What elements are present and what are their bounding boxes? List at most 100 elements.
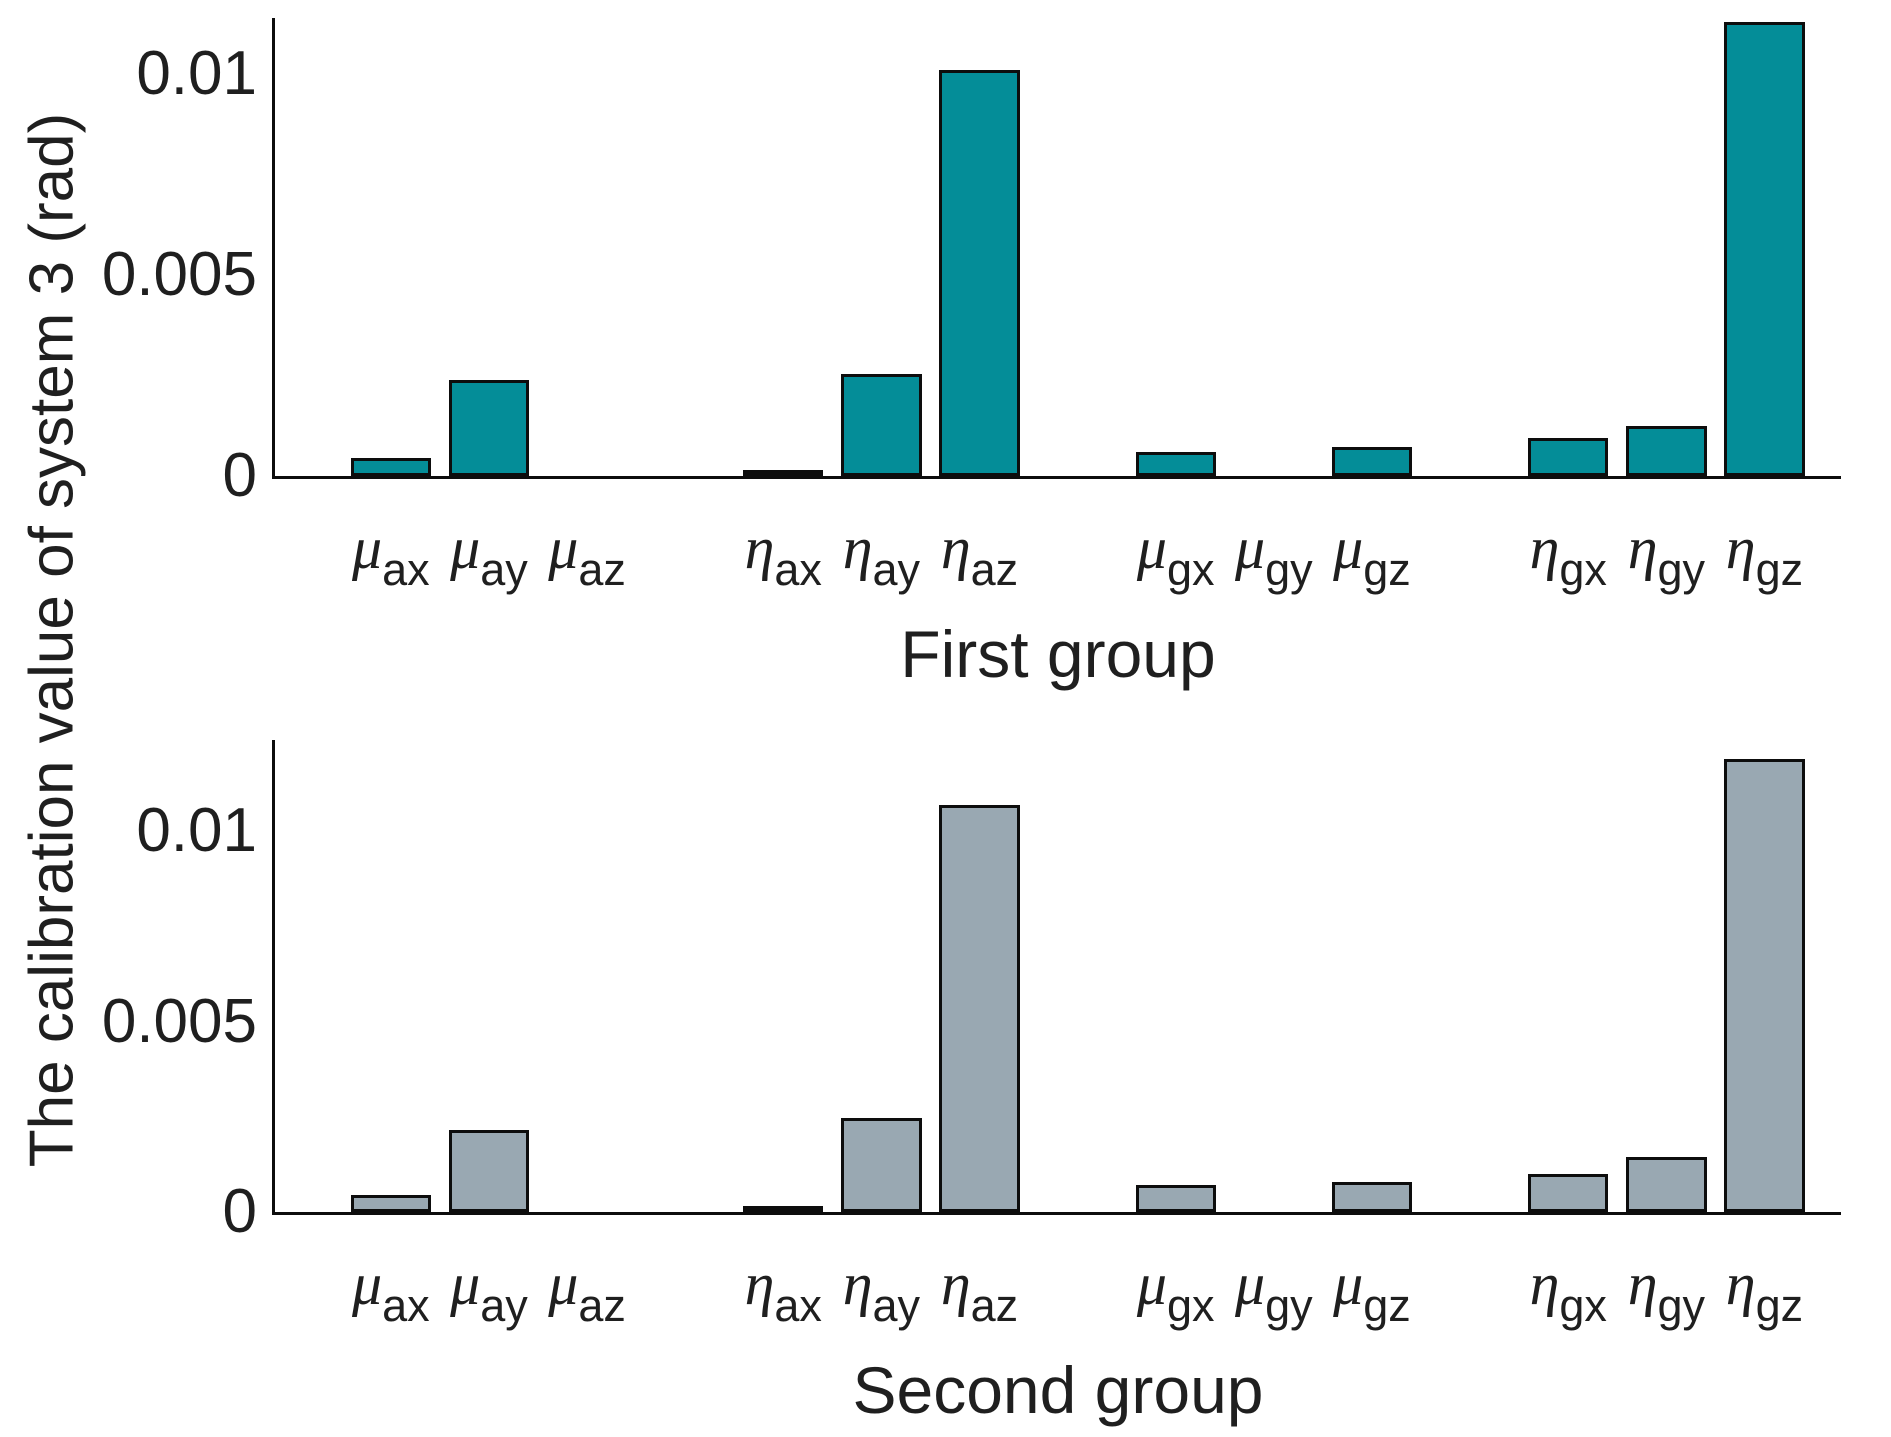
x-tick-label-η_gz: ηgz [1726, 1254, 1803, 1328]
x-tick-label-μ_gy: μgy [1235, 1254, 1313, 1328]
x-tick-label-μ_ay: μay [450, 1254, 528, 1328]
y-tick-label: 0.005 [101, 986, 257, 1056]
first-group-panel: First group 0 0.005 0.01 μax μay μaz ηax ηay ηaz… [102, 18, 1841, 691]
greek-symbol: μ [1333, 515, 1364, 581]
bar-μ_gz [1331, 447, 1413, 476]
bar-η_ay [841, 1118, 922, 1212]
x-tick-label-μ_gz: μgz [1333, 1254, 1411, 1328]
tick-subscript: gx [1559, 544, 1607, 596]
tick-subscript: gy [1265, 1280, 1313, 1332]
greek-symbol: μ [450, 515, 481, 581]
x-tick-label-η_az: ηaz [941, 1254, 1018, 1328]
bar-η_gy [1626, 426, 1707, 476]
bar-η_gz [1724, 22, 1805, 476]
tick-subscript: gz [1755, 1280, 1804, 1332]
tick-subscript: az [578, 544, 626, 596]
tick-subscript: gz [1755, 544, 1804, 596]
bar-η_ax [743, 470, 824, 476]
bar-μ_gz [1331, 1182, 1413, 1212]
y-axis-label: The calibration value of system 3 (rad) [17, 112, 87, 1168]
bar-η_ay [841, 374, 922, 476]
greek-symbol: η [744, 515, 775, 581]
greek-symbol: η [1627, 515, 1658, 581]
x-tick-label-μ_gz: μgz [1333, 518, 1411, 592]
x-tick-label-μ_az: μaz [548, 518, 626, 592]
tick-subscript: gx [1167, 544, 1215, 596]
greek-symbol: η [940, 515, 971, 581]
greek-symbol: μ [1136, 1251, 1168, 1317]
x-tick-label-μ_gy: μgy [1235, 518, 1313, 592]
bar-η_gy [1626, 1157, 1707, 1212]
y-tick-label: 0 [222, 441, 257, 510]
x-tick-label-η_ay: ηay [843, 1254, 920, 1328]
x-tick-label-η_gy: ηgy [1628, 518, 1705, 592]
greek-symbol: η [940, 1251, 971, 1317]
tick-subscript: ax [774, 544, 822, 596]
greek-symbol: μ [1235, 1251, 1266, 1317]
bar-η_gz [1724, 759, 1805, 1212]
y-tick-label: 0.005 [101, 240, 257, 310]
tick-subscript: gy [1657, 544, 1705, 596]
bar-μ_ay [448, 1130, 530, 1212]
x-tick-label-η_gz: ηgz [1726, 518, 1803, 592]
tick-subscript: gy [1657, 1280, 1705, 1332]
bar-η_az [939, 805, 1020, 1212]
y-tick-label: 0.01 [136, 39, 257, 109]
tick-subscript: az [578, 1280, 626, 1332]
greek-symbol: μ [351, 1251, 383, 1317]
greek-symbol: μ [450, 1251, 481, 1317]
greek-symbol: η [1725, 515, 1756, 581]
tick-subscript: ax [382, 1280, 430, 1332]
second-group-panel: Second group 0 0.005 0.01 μax μay μaz ηax ηay ηa… [102, 740, 1841, 1427]
greek-symbol: η [842, 1251, 873, 1317]
greek-symbol: μ [1136, 515, 1168, 581]
greek-symbol: η [842, 515, 873, 581]
tick-subscript: ax [382, 544, 430, 596]
x-tick-label-η_ay: ηay [843, 518, 920, 592]
greek-symbol: μ [548, 1251, 579, 1317]
tick-subscript: ax [774, 1280, 822, 1332]
bar-μ_ax [350, 1195, 431, 1212]
x-tick-label-η_gx: ηgx [1530, 1254, 1607, 1328]
greek-symbol: μ [351, 515, 383, 581]
x-tick-label-μ_ax: μax [352, 1254, 430, 1328]
x-tick-label-μ_gx: μgx [1137, 1254, 1215, 1328]
tick-subscript: ay [480, 1280, 528, 1332]
x-tick-label-η_gy: ηgy [1628, 1254, 1705, 1328]
y-tick-label: 0 [222, 1177, 257, 1246]
tick-subscript: ay [872, 1280, 921, 1332]
bar-η_az [939, 70, 1020, 476]
first-group-xlabel: First group [900, 617, 1216, 691]
tick-subscript: ay [480, 544, 528, 596]
tick-subscript: gx [1559, 1280, 1607, 1332]
bar-η_gx [1527, 438, 1609, 476]
y-tick-label: 0.01 [136, 796, 257, 866]
greek-symbol: η [1725, 1251, 1756, 1317]
greek-symbol: η [1529, 1251, 1560, 1317]
x-tick-label-μ_gx: μgx [1137, 518, 1215, 592]
greek-symbol: μ [548, 515, 579, 581]
x-tick-label-μ_ay: μay [450, 518, 528, 592]
x-tick-label-μ_az: μaz [548, 1254, 626, 1328]
x-tick-label-η_ax: ηax [745, 1254, 822, 1328]
second-group-xlabel: Second group [852, 1353, 1264, 1427]
bar-μ_ay [448, 380, 530, 476]
greek-symbol: μ [1333, 1251, 1364, 1317]
bar-μ_gx [1135, 452, 1216, 476]
x-tick-label-η_ax: ηax [745, 518, 822, 592]
tick-subscript: ay [872, 544, 921, 596]
x-tick-label-η_az: ηaz [941, 518, 1018, 592]
tick-subscript: gy [1265, 544, 1313, 596]
greek-symbol: η [1627, 1251, 1658, 1317]
greek-symbol: μ [1235, 515, 1266, 581]
bar-μ_gx [1135, 1185, 1216, 1212]
bar-η_ax [743, 1206, 824, 1212]
x-tick-label-μ_ax: μax [352, 518, 430, 592]
greek-symbol: η [744, 1251, 775, 1317]
tick-subscript: gz [1363, 544, 1411, 596]
greek-symbol: η [1529, 515, 1560, 581]
tick-subscript: gz [1363, 1280, 1411, 1332]
tick-subscript: az [970, 544, 1019, 596]
tick-subscript: az [970, 1280, 1019, 1332]
